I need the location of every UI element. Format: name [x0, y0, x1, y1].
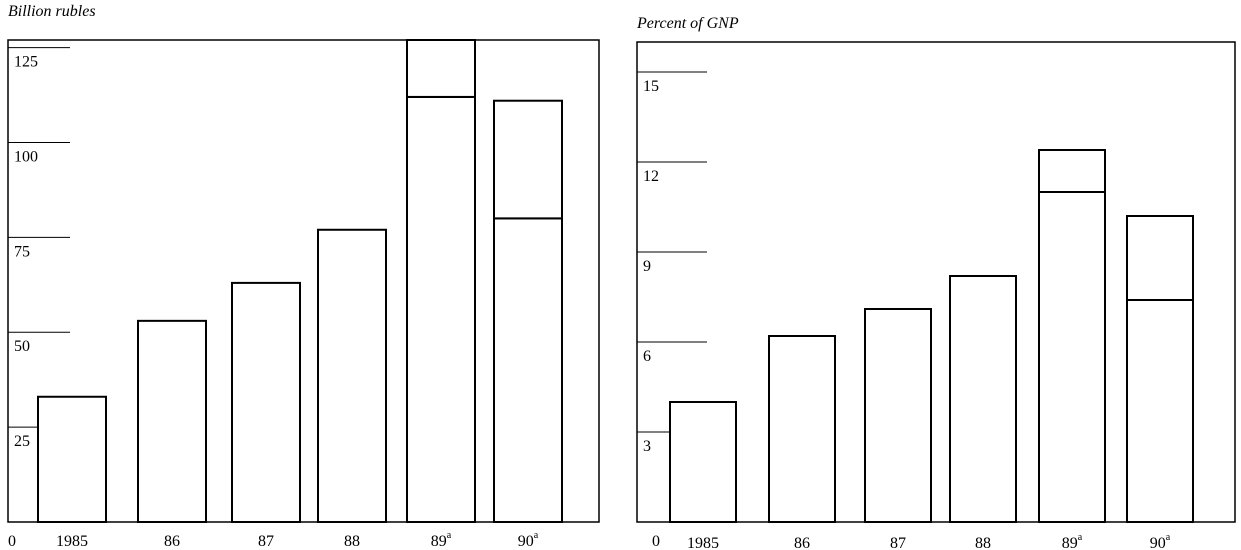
bar-86-segment-0 — [137, 319, 207, 524]
bar-89-segment-1 — [1038, 149, 1106, 193]
y-tick-label: 9 — [643, 258, 651, 275]
y-tick-label: 15 — [643, 78, 659, 95]
x-tick-label: 87 — [258, 533, 274, 550]
x-tick-label: 89a — [1062, 532, 1083, 550]
bar-group — [669, 149, 1194, 523]
bar-1985-segment-0 — [37, 395, 107, 524]
bar-1985-segment-0 — [669, 401, 737, 523]
bar-89-segment-0 — [406, 95, 476, 523]
x-tick-text: 90 — [518, 533, 534, 550]
x-tick-text: 86 — [794, 535, 810, 550]
x-tick-label: 86 — [164, 533, 180, 550]
chart-billion-rubles: Billion rubles 25 50 75 100 125 0 1985 86 87 88 8… — [7, 3, 600, 550]
x-tick-label: 90a — [518, 530, 539, 550]
x-tick-label: 88 — [344, 533, 360, 550]
x-tick-text: 87 — [890, 535, 906, 550]
x-tick-superscript: a — [447, 530, 452, 541]
y-tick-label: 125 — [14, 54, 38, 71]
bar-88-segment-0 — [317, 228, 387, 523]
x-tick-text: 90 — [1150, 535, 1166, 550]
x-tick-superscript: a — [1166, 532, 1171, 543]
y-axis: 3 6 9 12 15 — [637, 71, 707, 455]
x-tick-label: 87 — [890, 535, 906, 550]
bar-86-segment-0 — [768, 335, 836, 523]
bar-90-segment-0 — [1126, 299, 1194, 523]
chart-title: Billion rubles — [8, 3, 96, 20]
x-tick-text: 1985 — [687, 535, 719, 550]
y-tick-label: 6 — [643, 348, 651, 365]
bar-89-segment-1 — [406, 39, 476, 98]
plot-frame — [636, 41, 1236, 523]
bar-87-segment-0 — [231, 281, 301, 523]
x-tick-label: 88 — [975, 535, 991, 550]
x-tick-text: 88 — [975, 535, 991, 550]
x-tick-text: 86 — [164, 533, 180, 550]
y-axis: 25 50 75 100 125 — [8, 47, 70, 450]
x-tick-text: 1985 — [56, 533, 88, 550]
plot-frame — [7, 39, 600, 523]
bar-90-segment-1 — [1126, 215, 1194, 301]
x-tick-superscript: a — [1078, 532, 1083, 543]
x-tick-label: 90a — [1150, 532, 1171, 550]
x-axis: 0 1985 86 87 88 89a 90a — [8, 530, 539, 550]
bar-90-segment-1 — [493, 99, 563, 220]
x-tick-text: 88 — [344, 533, 360, 550]
bar-90-segment-0 — [493, 217, 563, 523]
y-tick-label: 3 — [643, 438, 651, 455]
y-zero-label: 0 — [8, 533, 16, 550]
y-tick-label: 12 — [643, 168, 659, 185]
y-zero-label: 0 — [652, 533, 660, 550]
bar-87-segment-0 — [864, 308, 932, 523]
x-tick-text: 89 — [1062, 535, 1078, 550]
y-tick-label: 25 — [14, 433, 30, 450]
x-tick-text: 87 — [258, 533, 274, 550]
y-tick-label: 75 — [14, 243, 30, 260]
y-tick-label: 100 — [14, 148, 38, 165]
x-tick-label: 89a — [431, 530, 452, 550]
x-tick-superscript: a — [534, 530, 539, 541]
x-tick-label: 1985 — [56, 533, 88, 550]
x-axis: 0 1985 86 87 88 89a 90a — [652, 532, 1171, 550]
x-tick-label: 86 — [794, 535, 810, 550]
x-tick-label: 1985 — [687, 535, 719, 550]
bar-89-segment-0 — [1038, 191, 1106, 523]
bar-group — [37, 39, 563, 524]
x-tick-text: 89 — [431, 533, 447, 550]
chart-title: Percent of GNP — [636, 15, 739, 32]
y-tick-label: 50 — [14, 338, 30, 355]
bar-88-segment-0 — [949, 275, 1017, 523]
